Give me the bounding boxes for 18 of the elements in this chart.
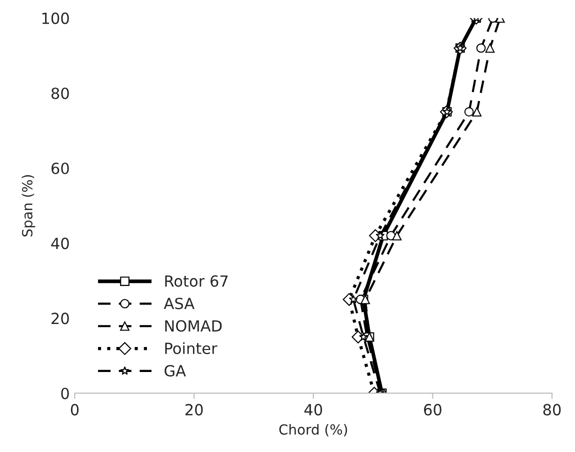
- y-tick-label: 0: [61, 388, 69, 400]
- y-axis-title: Span (%): [22, 175, 36, 236]
- legend-label: Rotor 67: [165, 275, 228, 287]
- x-tick-label: 0: [70, 404, 79, 416]
- y-tick-label: 80: [51, 88, 69, 100]
- x-tick-label: 80: [543, 404, 561, 416]
- y-tick-label: 100: [42, 12, 69, 24]
- x-axis-title: Chord (%): [279, 424, 348, 436]
- legend-label: ASA: [164, 298, 194, 310]
- x-tick-label: 60: [424, 404, 442, 416]
- legend-label: GA: [164, 364, 186, 377]
- y-tick-label: 40: [51, 238, 69, 250]
- x-tick-label: 20: [185, 404, 203, 416]
- legend-label: Pointer: [165, 342, 218, 354]
- y-tick-label: 20: [52, 312, 69, 324]
- y-tick-label: 60: [52, 162, 69, 174]
- x-tick-label: 40: [304, 404, 322, 416]
- legend-label: NOMAD: [165, 320, 222, 332]
